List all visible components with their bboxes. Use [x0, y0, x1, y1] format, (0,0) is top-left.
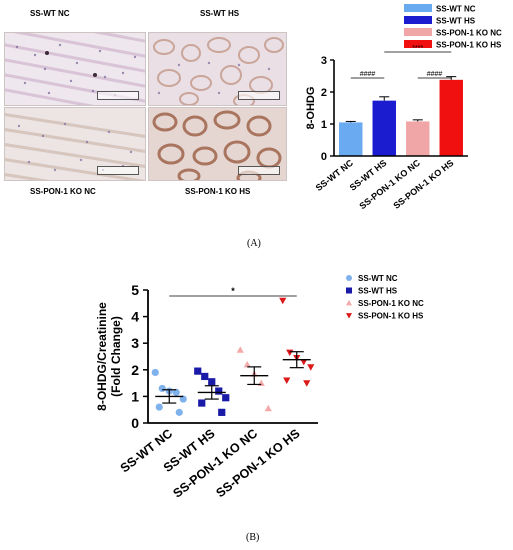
micrograph-label-wt-hs: SS-WT HS	[200, 9, 240, 18]
data-point	[300, 358, 308, 366]
data-point	[218, 408, 226, 416]
legend-label: SS-PON-1 KO NC	[358, 299, 424, 308]
micrograph-label-ko-hs: SS-PON-1 KO HS	[185, 187, 251, 196]
bar	[372, 100, 396, 156]
y-tick-label: 3	[321, 55, 327, 67]
data-point	[264, 404, 272, 412]
legend-swatch	[404, 40, 432, 48]
x-tick-label: SS-PON-1 KO HS	[391, 158, 455, 211]
bar	[439, 79, 463, 156]
bar	[339, 122, 363, 156]
micrograph-wt-hs	[148, 32, 287, 106]
micrograph-ko-nc	[4, 107, 146, 181]
significance-label: *	[231, 286, 235, 296]
y-tick-label: 4	[131, 309, 139, 325]
data-point	[172, 388, 180, 397]
y-tick-label: 1	[321, 119, 327, 131]
legend-label: SS-WT HS	[358, 287, 398, 296]
data-point	[179, 395, 187, 403]
data-point	[155, 403, 163, 411]
data-point	[307, 364, 315, 371]
legend-swatch	[404, 28, 432, 36]
scale-bar	[97, 166, 139, 175]
legend-label: SS-PON-1 KO HS	[358, 312, 424, 321]
data-point	[194, 367, 202, 375]
data-point	[283, 377, 291, 385]
legend-label: SS-WT NC	[436, 5, 476, 14]
data-point	[201, 372, 209, 381]
legend-marker	[346, 287, 352, 294]
data-point	[222, 394, 230, 402]
micrograph-label-ko-nc: SS-PON-1 KO NC	[30, 187, 96, 196]
data-point	[215, 387, 223, 395]
data-point	[151, 368, 159, 377]
y-tick-label: 2	[321, 87, 327, 99]
scale-bar	[238, 166, 280, 175]
scale-bar	[97, 91, 139, 100]
data-point	[236, 346, 244, 353]
micrograph-label-wt-nc: SS-WT NC	[30, 9, 70, 18]
micrograph-wt-nc	[4, 32, 146, 106]
data-point	[243, 360, 251, 368]
legend-label: SS-PON-1 KO HS	[436, 41, 502, 50]
y-tick-label: 1	[131, 388, 139, 404]
data-point	[303, 380, 311, 387]
y-axis-label-line2: (Fold Change)	[109, 316, 123, 397]
micrograph-ko-hs	[148, 107, 287, 181]
data-point	[279, 297, 287, 305]
y-tick-label: 0	[321, 151, 327, 163]
significance-label: ****	[412, 45, 423, 52]
data-point	[158, 384, 166, 393]
legend-label: SS-PON-1 KO NC	[436, 29, 502, 38]
dot-plot-chart: SS-WT NC SS-WT HS SS-PON-1 KO NC SS-PON-1 K…	[95, 274, 424, 501]
legend-swatch	[404, 16, 432, 24]
y-tick-label: 0	[131, 415, 139, 431]
legend-marker	[346, 313, 352, 319]
data-point	[198, 399, 206, 407]
legend-marker	[346, 275, 352, 281]
legend-swatch	[404, 4, 432, 12]
panel-b-letter: (B)	[246, 532, 260, 543]
panel-a-letter: (A)	[247, 238, 261, 249]
y-axis-label: 8-OHDG	[305, 87, 317, 130]
x-tick-label: SS-PON-1 KO NC	[357, 157, 422, 211]
legend-marker	[346, 300, 352, 306]
significance-label: ####	[360, 71, 376, 78]
y-tick-label: 5	[131, 282, 139, 298]
data-point	[286, 349, 294, 357]
micrograph-wt-nc-image	[5, 33, 145, 105]
legend-label: SS-WT HS	[436, 17, 476, 26]
scale-bar	[238, 91, 280, 100]
data-point	[175, 408, 183, 416]
y-tick-label: 2	[131, 362, 139, 378]
bar	[406, 121, 430, 156]
data-point	[208, 378, 216, 386]
legend-label: SS-WT NC	[358, 274, 398, 283]
y-tick-label: 3	[131, 335, 139, 351]
significance-label: ####	[427, 71, 443, 78]
y-axis-label: 8-OHDG/Creatinine	[95, 302, 109, 411]
